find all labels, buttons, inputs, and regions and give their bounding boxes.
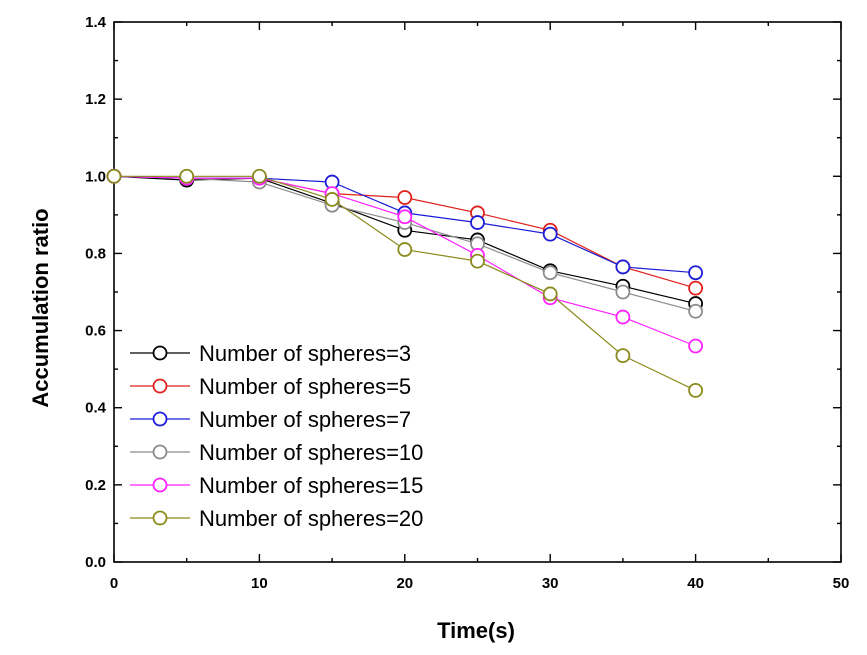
data-point <box>397 242 413 257</box>
legend-label: Number of spheres=20 <box>199 506 423 531</box>
legend-item: Number of spheres=3 <box>130 341 411 366</box>
legend-marker <box>152 444 168 460</box>
legend-marker <box>152 378 168 394</box>
data-point <box>251 168 267 184</box>
data-point <box>688 280 703 296</box>
legend-label: Number of spheres=5 <box>199 374 411 399</box>
data-point <box>688 338 703 354</box>
x-tick-label: 0 <box>110 575 118 592</box>
y-tick-label: 1.0 <box>85 168 106 185</box>
data-point <box>542 226 558 242</box>
legend-marker <box>152 510 168 526</box>
legend-label: Number of spheres=3 <box>199 341 411 366</box>
legend-label: Number of spheres=10 <box>199 440 423 465</box>
ticks: 0 10 20 30 40 50 0.0 0.2 0.4 0.6 0.8 1.0 1.2 1.4 <box>85 14 849 592</box>
legend: Number of spheres=3 Number of spheres=5 Nu… <box>130 341 423 531</box>
y-tick-label: 0.6 <box>85 323 106 340</box>
data-point <box>470 253 485 269</box>
legend-marker <box>152 345 168 361</box>
data-point <box>688 382 703 398</box>
legend-label: Number of spheres=15 <box>199 473 423 498</box>
y-tick-label: 1.4 <box>85 14 107 31</box>
x-tick-label: 20 <box>396 575 413 592</box>
data-point <box>615 309 631 325</box>
x-tick-label: 50 <box>833 575 850 592</box>
legend-item: Number of spheres=10 <box>130 440 423 465</box>
y-tick-label: 0.2 <box>85 477 106 494</box>
y-tick-label: 0.4 <box>85 400 107 417</box>
data-point <box>688 303 703 319</box>
data-point <box>542 265 558 281</box>
series-6 <box>106 168 703 398</box>
x-tick-label: 40 <box>687 575 704 592</box>
data-point <box>615 284 631 300</box>
data-point <box>470 215 485 230</box>
legend-marker <box>152 477 168 493</box>
legend-marker <box>152 411 168 427</box>
y-tick-label: 0.8 <box>85 245 106 262</box>
legend-label: Number of spheres=7 <box>199 407 411 432</box>
data-point <box>397 209 413 225</box>
data-point <box>615 259 631 275</box>
data-point <box>542 286 558 302</box>
x-tick-label: 10 <box>251 575 268 592</box>
data-point <box>688 265 703 281</box>
data-point <box>179 168 195 184</box>
y-tick-label: 0.0 <box>85 554 106 571</box>
data-point <box>324 192 340 207</box>
x-axis-title: Time(s) <box>437 618 515 643</box>
data-point <box>615 348 631 364</box>
x-tick-label: 30 <box>542 575 559 592</box>
legend-item: Number of spheres=15 <box>130 473 423 498</box>
legend-item: Number of spheres=7 <box>130 407 411 432</box>
y-tick-label: 1.2 <box>85 91 106 108</box>
data-point <box>106 168 122 184</box>
y-axis-title: Accumulation ratio <box>28 208 53 407</box>
legend-item: Number of spheres=5 <box>130 374 411 399</box>
legend-item: Number of spheres=20 <box>130 506 423 531</box>
data-point <box>397 190 413 205</box>
series-layer <box>106 168 703 398</box>
